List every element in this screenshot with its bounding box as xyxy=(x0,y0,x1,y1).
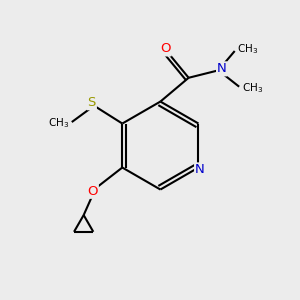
Text: O: O xyxy=(87,185,98,198)
Text: N: N xyxy=(217,62,227,75)
Text: O: O xyxy=(160,42,171,56)
Text: CH$_3$: CH$_3$ xyxy=(48,117,69,130)
Text: CH$_3$: CH$_3$ xyxy=(237,43,258,56)
Text: CH$_3$: CH$_3$ xyxy=(242,81,263,95)
Text: S: S xyxy=(88,96,96,109)
Text: N: N xyxy=(195,164,205,176)
